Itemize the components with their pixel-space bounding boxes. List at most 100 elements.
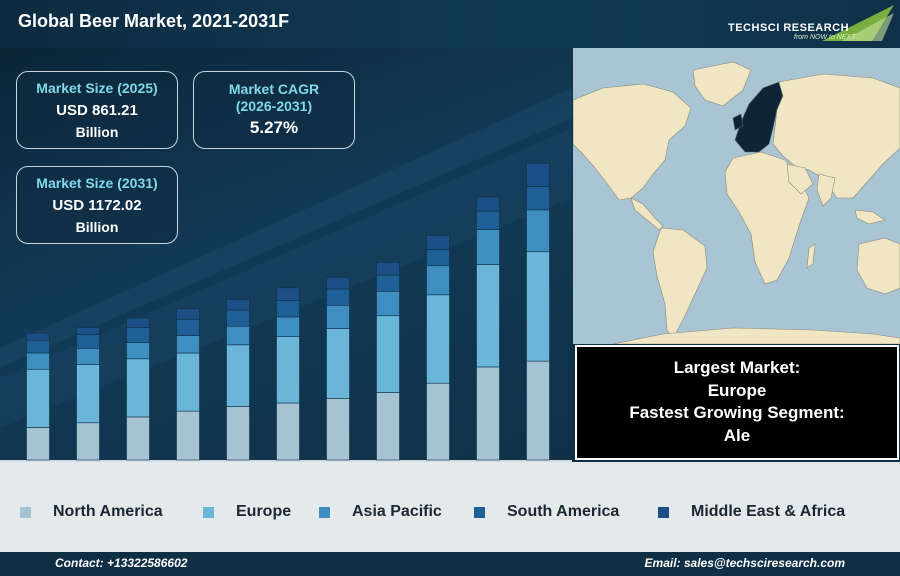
logo-tagline: from NOW to NEXT xyxy=(794,34,856,41)
bar-segment-asia-pacific-2026e xyxy=(276,316,300,337)
highlights-box: Largest Market: Europe Fastest Growing S… xyxy=(575,345,899,460)
bar-segment-south-america-2027f xyxy=(326,288,350,306)
kpi-label-period: (2026-2031) xyxy=(235,98,313,114)
bar-segment-asia-pacific-2030f xyxy=(476,229,500,265)
legend-label: South America xyxy=(507,503,620,520)
legend-swatch xyxy=(20,506,31,518)
legend-swatch xyxy=(658,506,669,518)
bar-segment-north-america-2029f xyxy=(426,382,450,461)
bar-segment-north-america-2030f xyxy=(476,366,500,461)
legend-label: Europe xyxy=(236,503,292,520)
x-tick-label-2026e: 2026E xyxy=(272,461,304,462)
bar-segment-south-america-2029f xyxy=(426,249,450,267)
x-tick-label-2023: 2023 xyxy=(126,461,150,462)
bar-segment-middle-east-africa-2022 xyxy=(76,327,100,335)
bar-segment-europe-2027f xyxy=(326,328,350,399)
bar-segment-asia-pacific-2025 xyxy=(226,325,250,346)
x-tick-label-2024: 2024 xyxy=(176,461,201,462)
chart-title: Global Beer Market, 2021-2031F xyxy=(18,11,290,31)
market-size-2025-card: Market Size (2025) USD 861.21 Billion xyxy=(16,71,178,149)
kpi-label: Market Size (2025) xyxy=(36,80,158,96)
kpi-value: 5.27% xyxy=(249,118,299,137)
bar-segment-north-america-2025 xyxy=(226,406,250,461)
bar-segment-asia-pacific-2024 xyxy=(176,335,200,354)
legend-swatch xyxy=(474,506,485,518)
bar-segment-asia-pacific-2031f xyxy=(526,209,550,253)
bar-segment-south-america-2021 xyxy=(26,339,50,354)
kpi-unit: Billion xyxy=(75,219,119,235)
kpi-unit: Billion xyxy=(75,124,119,140)
chart-panel: 2021 2022 2023 2024 2025 2026E 2027F 2028F 2029F… xyxy=(0,48,572,462)
kpi-value: USD 861.21 xyxy=(56,102,138,119)
legend-item-asia-pacific: Asia Pacific xyxy=(319,502,442,522)
bar-segment-north-america-2023 xyxy=(126,416,150,461)
cagr-card: Market CAGR (2026-2031) 5.27% xyxy=(193,71,355,149)
world-map xyxy=(572,48,900,345)
legend-item-north-america: North America xyxy=(20,502,163,522)
bar-segment-north-america-2022 xyxy=(76,422,100,461)
contact-phone: Contact: +13322586602 xyxy=(55,556,188,570)
bar-segment-south-america-2023 xyxy=(126,327,150,343)
bar-segment-asia-pacific-2021 xyxy=(26,352,50,370)
bar-segment-europe-2025 xyxy=(226,344,250,407)
bar-segment-asia-pacific-2022 xyxy=(76,348,100,365)
bar-segment-middle-east-africa-2028f xyxy=(376,261,400,276)
bar-segment-middle-east-africa-2025 xyxy=(226,299,250,311)
bar-segment-europe-2024 xyxy=(176,352,200,412)
bar-segment-middle-east-africa-2031f xyxy=(526,163,550,187)
x-tick-label-2031f: 2031F xyxy=(522,461,553,462)
x-tick-label-2022: 2022 xyxy=(76,461,100,462)
bar-segment-middle-east-africa-2023 xyxy=(126,317,150,328)
bar-segment-north-america-2028f xyxy=(376,392,400,461)
bar-segment-middle-east-africa-2021 xyxy=(26,332,50,341)
legend-label: North America xyxy=(53,503,163,520)
bar-segment-north-america-2026e xyxy=(276,402,300,461)
legend-swatch xyxy=(203,506,214,518)
fastest-segment-value: Ale xyxy=(723,425,751,445)
kpi-value: USD 1172.02 xyxy=(52,197,142,214)
market-size-2031-card: Market Size (2031) USD 1172.02 Billion xyxy=(16,166,178,244)
bar-segment-europe-2030f xyxy=(476,264,500,368)
bar-segment-north-america-2031f xyxy=(526,360,550,461)
bar-segment-middle-east-africa-2029f xyxy=(426,235,450,250)
bar-segment-europe-2026e xyxy=(276,336,300,404)
legend-item-middle-east-africa: Middle East & Africa xyxy=(658,502,845,522)
x-tick-label-2025: 2025 xyxy=(226,461,250,462)
bar-segment-europe-2028f xyxy=(376,315,400,393)
legend-label: Middle East & Africa xyxy=(691,503,846,520)
x-tick-label-2030f: 2030F xyxy=(472,461,503,462)
fastest-segment-label: Fastest Growing Segment: xyxy=(629,403,845,422)
x-tick-label-2029f: 2029F xyxy=(422,461,453,462)
bar-segment-europe-2022 xyxy=(76,364,100,424)
footer-bar: Contact: +13322586602 Email: sales@techs… xyxy=(0,552,900,576)
bar-segment-south-america-2024 xyxy=(176,318,200,336)
bar-segment-europe-2021 xyxy=(26,368,50,428)
header-bar: Global Beer Market, 2021-2031F TECHSCI R… xyxy=(0,0,900,48)
bar-segment-north-america-2027f xyxy=(326,398,350,461)
bar-segment-asia-pacific-2027f xyxy=(326,304,350,329)
bar-segment-south-america-2022 xyxy=(76,334,100,349)
bar-segment-asia-pacific-2023 xyxy=(126,342,150,360)
bar-segment-europe-2029f xyxy=(426,294,450,384)
stacked-bar-chart: 2021 2022 2023 2024 2025 2026E 2027F 2028F 2029F… xyxy=(0,88,572,462)
contact-email: Email: sales@techsciresearch.com xyxy=(644,556,845,570)
world-map-graphic xyxy=(572,61,900,345)
logo-name: TECHSCI RESEARCH xyxy=(728,22,850,34)
legend-item-south-america: South America xyxy=(474,502,619,522)
legend-label: Asia Pacific xyxy=(352,503,442,520)
logo-graphic xyxy=(822,5,894,41)
bar-segment-middle-east-africa-2027f xyxy=(326,277,350,290)
kpi-label: Market CAGR xyxy=(228,81,320,97)
x-tick-label-2027f: 2027F xyxy=(322,461,353,462)
bar-segment-middle-east-africa-2026e xyxy=(276,287,300,301)
legend-item-europe: Europe xyxy=(203,502,291,522)
bar-segment-europe-2031f xyxy=(526,251,550,362)
bar-segment-middle-east-africa-2030f xyxy=(476,196,500,212)
bar-segment-asia-pacific-2029f xyxy=(426,265,450,296)
bar-segment-asia-pacific-2028f xyxy=(376,291,400,317)
bar-segment-south-america-2026e xyxy=(276,300,300,318)
company-logo: TECHSCI RESEARCH from NOW to NEXT xyxy=(722,3,894,43)
largest-market-label: Largest Market: xyxy=(673,358,801,377)
bar-segment-middle-east-africa-2024 xyxy=(176,308,200,320)
kpi-label: Market Size (2031) xyxy=(36,175,158,191)
